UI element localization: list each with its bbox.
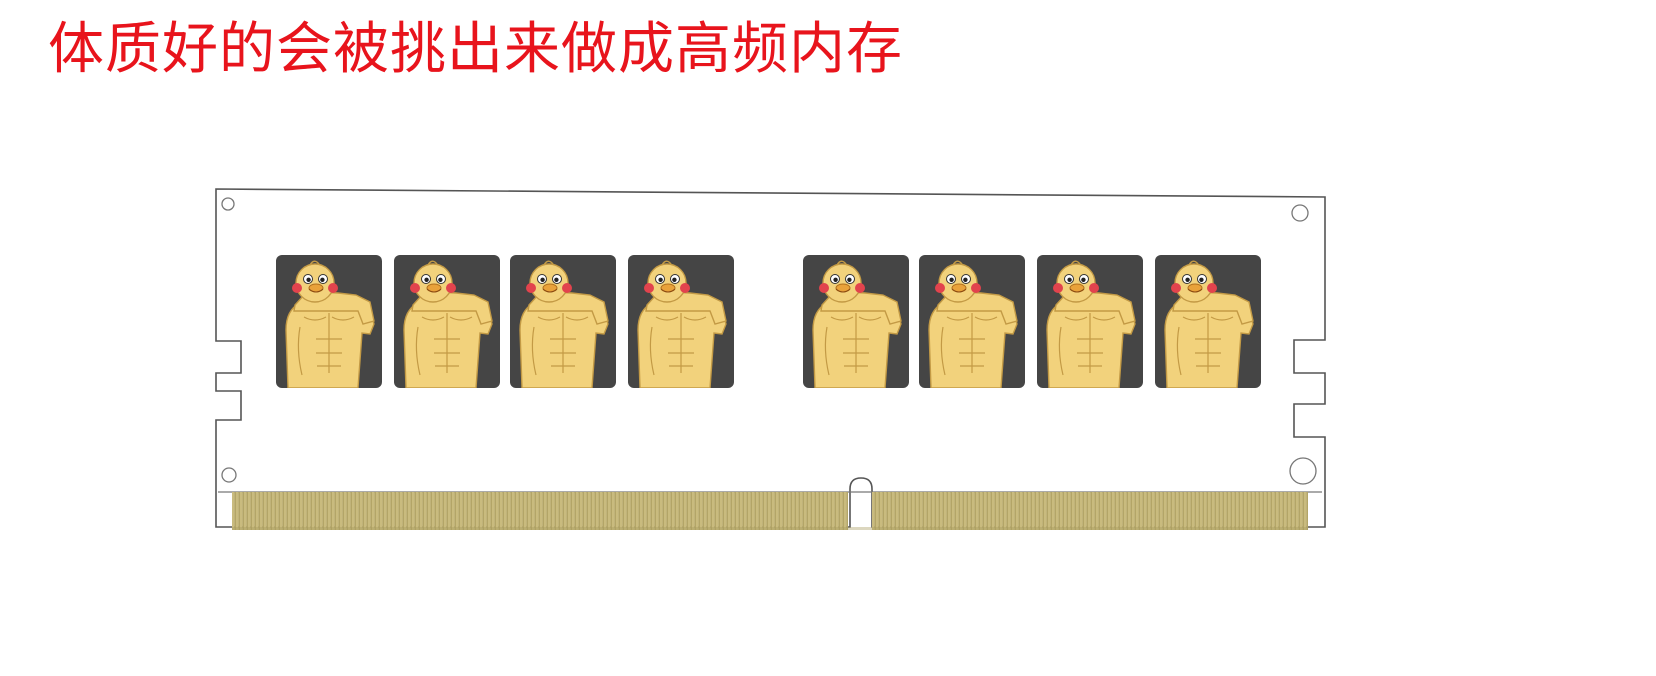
gold-contacts-right (872, 492, 1308, 530)
memory-chip-character-icon (919, 255, 1025, 388)
gold-contacts-left (232, 492, 848, 530)
memory-chip-character-icon (628, 255, 734, 388)
mounting-hole (221, 467, 237, 483)
memory-chip-character-icon (1155, 255, 1261, 388)
memory-chip-character-icon (1037, 255, 1143, 388)
memory-chip-character-icon (394, 255, 500, 388)
memory-chip-character-icon (276, 255, 382, 388)
mounting-hole (1289, 457, 1317, 485)
mounting-hole (221, 197, 235, 211)
page-title: 体质好的会被挑出来做成高频内存 (48, 17, 903, 82)
memory-chip-character-icon (510, 255, 616, 388)
mounting-hole (1291, 204, 1309, 222)
memory-chip-character-icon (803, 255, 909, 388)
